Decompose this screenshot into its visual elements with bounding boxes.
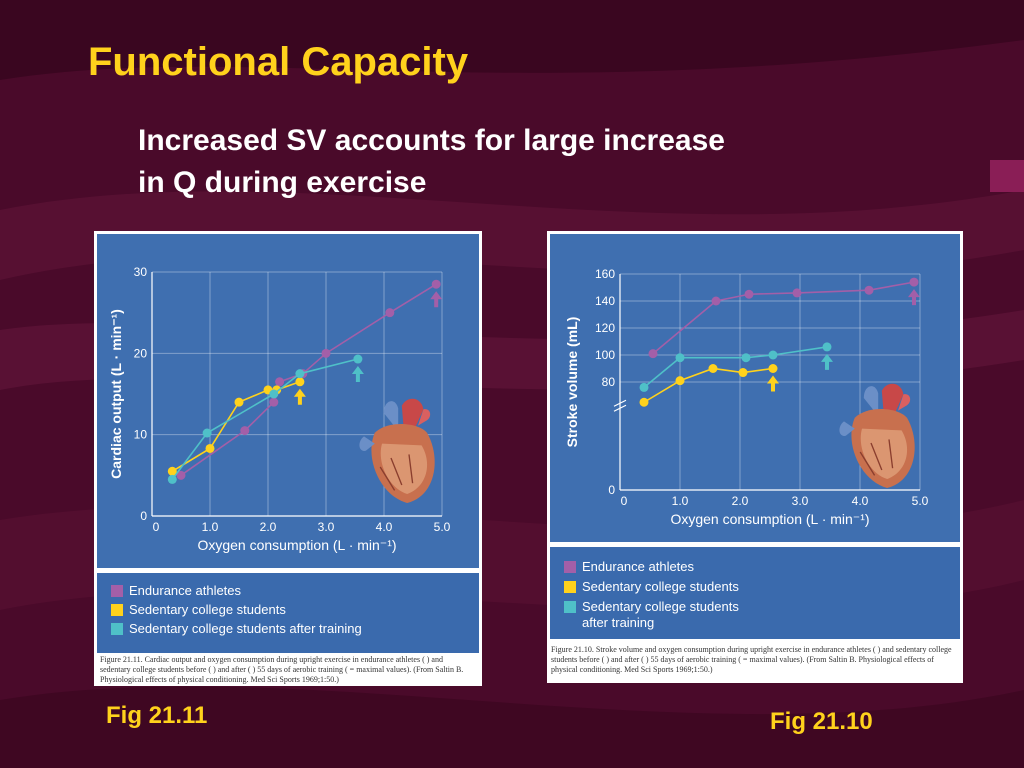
y-tick-label: 80 [602, 375, 616, 389]
heart-illustration-icon [839, 383, 915, 488]
figure-21-11: 0 1.0 2.0 3.0 4.0 5.0 0 10 20 30 Oxygen consumptio… [94, 231, 482, 686]
x-tick-label: 5.0 [912, 494, 929, 508]
series-line-sedentary [171, 381, 301, 472]
data-point-endurance [792, 288, 802, 298]
data-point-trained [353, 354, 363, 364]
data-point-sedentary [675, 376, 685, 386]
data-point-sedentary [234, 397, 244, 407]
fig-label-21-11: Fig 21.11 [106, 702, 208, 729]
y-tick-label: 100 [595, 348, 615, 362]
data-point-endurance [648, 349, 658, 359]
caption-fig-21-10: Figure 21.10. Stroke volume and oxygen c… [551, 645, 952, 674]
legend-swatch-sedentary [111, 604, 123, 616]
x-tick-label: 1.0 [202, 520, 219, 534]
max-value-arrow-sedentary [293, 388, 306, 405]
data-point-endurance [744, 289, 754, 299]
data-point-sedentary [295, 377, 305, 387]
max-value-arrow-endurance [908, 289, 920, 306]
legend-fig-21-10: Endurance athletes Sedentary college stu… [550, 547, 960, 639]
data-point-sedentary [768, 364, 778, 373]
legend-swatch-endurance [564, 561, 576, 573]
legend-swatch-trained [111, 623, 123, 635]
fig-label-21-10: Fig 21.10 [770, 708, 873, 735]
y-tick-label: 0 [608, 483, 615, 497]
y-tick-label: 0 [140, 509, 147, 523]
data-point-endurance [275, 377, 285, 387]
y-tick-label: 140 [595, 294, 615, 308]
subtitle-line-2: in Q during exercise [138, 166, 427, 199]
x-tick-label: 5.0 [434, 520, 451, 534]
y-tick-label: 120 [595, 321, 615, 335]
legend-fig-21-11: Endurance athletes Sedentary college stu… [97, 573, 479, 653]
subtitle-line-1: Increased SV accounts for large increase [138, 124, 725, 157]
y-tick-label: 10 [134, 428, 148, 442]
data-point-trained [269, 389, 279, 399]
data-point-endurance [864, 285, 874, 295]
data-point-endurance [909, 277, 919, 287]
x-tick-label: 0 [153, 520, 160, 534]
data-point-endurance [240, 426, 250, 436]
data-point-trained [741, 353, 751, 363]
series-line-endurance [652, 281, 915, 355]
max-value-arrow-trained [351, 366, 364, 383]
y-axis-label: Stroke volume (mL) [564, 317, 580, 448]
max-value-arrow-endurance [430, 291, 443, 308]
data-point-trained [768, 350, 778, 360]
x-axis-label: Oxygen consumption (L · min⁻¹) [670, 511, 869, 527]
x-tick-label: 3.0 [318, 520, 335, 534]
data-point-sedentary [639, 397, 649, 407]
axis-break-mark [613, 399, 627, 412]
x-tick-label: 4.0 [376, 520, 393, 534]
data-point-trained [639, 382, 649, 392]
chart-panel-stroke-volume: 0 1.0 2.0 3.0 4.0 5.0 0 80 100 120 140 160 Oxygen co… [550, 234, 960, 542]
figure-21-10: 0 1.0 2.0 3.0 4.0 5.0 0 80 100 120 140 160 Oxygen co… [547, 231, 963, 683]
chart-stroke-volume: 0 1.0 2.0 3.0 4.0 5.0 0 80 100 120 140 160 Oxygen co… [564, 267, 929, 527]
data-point-sedentary [708, 364, 718, 373]
slide-subtitle: Increased SV accounts for large increase… [138, 120, 858, 204]
x-axis-label: Oxygen consumption (L · min⁻¹) [197, 537, 396, 553]
data-point-endurance [385, 308, 395, 318]
slide-title: Functional Capacity [88, 40, 469, 84]
data-point-endurance [431, 279, 441, 289]
legend-swatch-endurance [111, 585, 123, 597]
data-point-sedentary [738, 368, 748, 378]
data-point-trained [295, 369, 305, 379]
x-tick-label: 2.0 [260, 520, 277, 534]
heart-illustration-icon [359, 398, 435, 503]
y-tick-label: 30 [134, 265, 148, 279]
x-tick-label: 2.0 [732, 494, 749, 508]
data-point-trained [675, 353, 685, 363]
x-tick-label: 1.0 [672, 494, 689, 508]
data-point-trained [822, 342, 832, 352]
y-tick-label: 160 [595, 267, 615, 281]
caption-fig-21-11: Figure 21.11. Cardiac output and oxygen … [100, 655, 464, 684]
x-tick-label: 3.0 [792, 494, 809, 508]
x-tick-label: 4.0 [852, 494, 869, 508]
chart-panel-cardiac-output: 0 1.0 2.0 3.0 4.0 5.0 0 10 20 30 Oxygen consumptio… [97, 234, 479, 568]
series-line-sedentary [643, 367, 774, 403]
data-point-sedentary [167, 466, 177, 476]
data-point-endurance [321, 348, 331, 358]
max-value-arrow-sedentary [767, 375, 779, 392]
legend-swatch-trained [564, 601, 576, 613]
data-point-trained [202, 428, 212, 438]
data-point-endurance [711, 296, 721, 306]
x-tick-label: 0 [621, 494, 628, 508]
chart-cardiac-output: 0 1.0 2.0 3.0 4.0 5.0 0 10 20 30 Oxygen consumptio… [108, 265, 451, 553]
data-point-endurance [269, 397, 279, 407]
data-point-trained [167, 474, 177, 484]
data-point-endurance [176, 470, 186, 480]
data-point-sedentary [205, 443, 215, 453]
y-tick-label: 20 [134, 346, 148, 360]
y-axis-label: Cardiac output (L · min⁻¹) [108, 309, 124, 479]
series-line-endurance [180, 283, 437, 476]
max-value-arrow-trained [821, 353, 833, 370]
legend-swatch-sedentary [564, 581, 576, 593]
